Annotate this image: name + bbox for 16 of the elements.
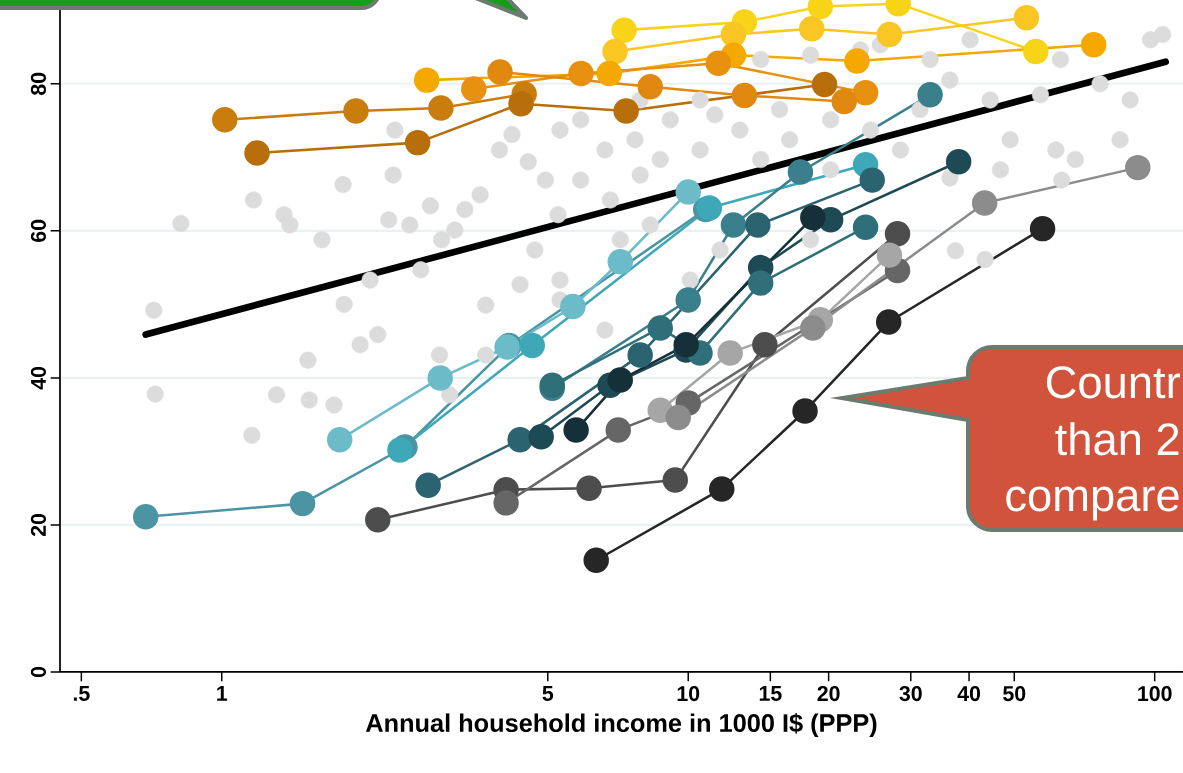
x-tick-label: 100 bbox=[1138, 686, 1172, 702]
x-tick-label: 10 bbox=[677, 686, 700, 702]
x-tick-label: 30 bbox=[899, 686, 922, 702]
x-tick-label: 20 bbox=[817, 686, 840, 702]
y-tick-label: 60 bbox=[30, 219, 46, 242]
x-axis-title: Annual household income in 1000 I$ (PPP) bbox=[365, 712, 877, 738]
x-tick-label: 15 bbox=[759, 686, 782, 701]
y-tick-label: 0 bbox=[30, 666, 46, 678]
y-tick-label: 20 bbox=[30, 513, 46, 537]
x-tick-label: 5 bbox=[542, 686, 554, 701]
x-tick-label: 1 bbox=[217, 686, 228, 701]
y-tick-label: 40 bbox=[30, 366, 46, 390]
y-tick-label: 80 bbox=[30, 72, 46, 95]
x-tick-label: .5 bbox=[73, 686, 90, 701]
x-tick-label: 50 bbox=[1003, 686, 1026, 702]
x-tick-label: 40 bbox=[957, 686, 981, 702]
